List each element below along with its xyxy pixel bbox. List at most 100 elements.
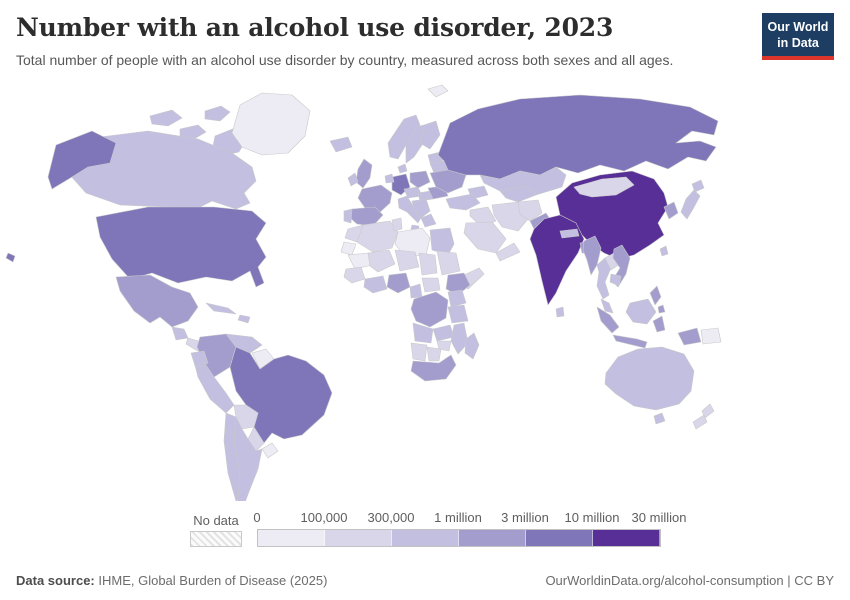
country-indonesia-java[interactable] <box>612 334 648 349</box>
legend-bin-1[interactable] <box>258 530 325 546</box>
country-central-african-republic[interactable] <box>421 277 441 293</box>
country-chad[interactable] <box>418 252 438 276</box>
country-russia[interactable] <box>437 94 719 180</box>
country-canada-arctic3[interactable] <box>204 105 231 122</box>
country-dr-congo[interactable] <box>410 291 449 328</box>
country-argentina[interactable] <box>233 416 263 501</box>
country-greece[interactable] <box>420 213 437 228</box>
country-algeria[interactable] <box>356 220 399 253</box>
country-myanmar[interactable] <box>582 235 602 276</box>
country-philippines-south[interactable] <box>657 304 666 314</box>
country-new-zealand-south[interactable] <box>692 414 708 430</box>
country-ireland[interactable] <box>347 172 359 187</box>
legend-bin-2[interactable] <box>325 530 392 546</box>
country-mongolia[interactable] <box>573 176 635 198</box>
country-tasmania[interactable] <box>653 412 666 425</box>
country-cameroon[interactable] <box>409 283 423 299</box>
country-usa-hawaii[interactable] <box>5 252 16 263</box>
country-madagascar[interactable] <box>464 332 480 360</box>
country-ethiopia[interactable] <box>445 272 471 296</box>
country-namibia[interactable] <box>410 342 428 362</box>
country-kazakhstan[interactable] <box>479 166 567 196</box>
country-balkans[interactable] <box>411 198 431 219</box>
country-korea[interactable] <box>663 201 679 220</box>
legend-tick-label: 30 million <box>631 510 687 525</box>
country-ghana-ivory-coast[interactable] <box>363 275 388 294</box>
country-egypt[interactable] <box>429 227 455 256</box>
legend-bin-6[interactable] <box>593 530 660 546</box>
country-canada-arctic1[interactable] <box>149 109 183 127</box>
country-borneo[interactable] <box>625 298 657 325</box>
data-source-text: IHME, Global Burden of Disease (2025) <box>94 573 328 588</box>
country-turkey[interactable] <box>445 193 481 211</box>
country-zambia[interactable] <box>432 324 455 342</box>
country-south-africa[interactable] <box>410 354 457 382</box>
legend-no-data-swatch[interactable] <box>190 531 242 547</box>
country-yemen-oman[interactable] <box>495 242 521 262</box>
legend-tick-label: 3 million <box>501 510 549 525</box>
country-benelux[interactable] <box>384 173 395 184</box>
country-tunisia[interactable] <box>391 217 403 232</box>
country-taiwan[interactable] <box>659 245 669 257</box>
legend-bin-3[interactable] <box>392 530 459 546</box>
country-nepal[interactable] <box>559 228 580 239</box>
country-nigeria[interactable] <box>386 272 411 294</box>
country-svalbard[interactable] <box>427 84 449 98</box>
country-tanzania[interactable] <box>447 304 469 324</box>
legend-no-data: No data <box>190 513 242 547</box>
country-uk[interactable] <box>355 158 373 189</box>
country-poland[interactable] <box>409 170 431 189</box>
legend-bar <box>257 529 661 547</box>
country-saudi-arabia[interactable] <box>463 221 507 254</box>
country-hispaniola[interactable] <box>237 314 251 324</box>
country-malaysia[interactable] <box>600 298 614 314</box>
country-australia[interactable] <box>604 346 695 411</box>
country-papua-new-guinea[interactable] <box>700 327 722 345</box>
country-finland[interactable] <box>419 120 441 150</box>
legend-bin-5[interactable] <box>526 530 593 546</box>
country-denmark[interactable] <box>397 163 408 174</box>
country-sri-lanka[interactable] <box>555 306 565 318</box>
country-mali[interactable] <box>367 249 396 273</box>
country-venezuela[interactable] <box>225 333 263 354</box>
country-portugal[interactable] <box>343 208 353 224</box>
country-france[interactable] <box>357 184 393 215</box>
legend-tick-label: 10 million <box>564 510 620 525</box>
legend-tick-label: 0 <box>253 510 261 525</box>
page-title: Number with an alcohol use disorder, 202… <box>16 13 614 42</box>
country-cuba[interactable] <box>205 302 237 315</box>
country-greenland[interactable] <box>231 92 311 156</box>
country-japan[interactable] <box>680 189 701 220</box>
owid-logo[interactable]: Our World in Data <box>762 13 834 61</box>
country-indonesia-sumatra[interactable] <box>596 306 620 334</box>
country-japan-hokkaido[interactable] <box>691 179 705 193</box>
country-indonesia-papua[interactable] <box>677 327 702 346</box>
country-mexico[interactable] <box>115 274 199 328</box>
country-canada-arctic2[interactable] <box>179 124 207 140</box>
country-sudan[interactable] <box>436 250 461 276</box>
country-uganda-kenya[interactable] <box>447 289 467 308</box>
country-afghanistan[interactable] <box>517 199 543 222</box>
country-zimbabwe[interactable] <box>436 340 452 352</box>
country-india[interactable] <box>529 214 585 306</box>
country-usa[interactable] <box>95 206 267 288</box>
legend-tick-label: 1 million <box>434 510 482 525</box>
country-uruguay[interactable] <box>261 442 279 459</box>
country-cambodia[interactable] <box>609 273 622 287</box>
owid-link[interactable]: OurWorldinData.org/alcohol-consumption <box>545 573 784 588</box>
country-usa-alaska[interactable] <box>47 130 117 190</box>
legend-scale: 0 100,000 300,000 1 million 3 million 10 mill… <box>253 510 686 547</box>
map-legend: No data 0 100,000 300,000 1 million 3 millio… <box>190 510 686 547</box>
legend-bin-4[interactable] <box>459 530 526 546</box>
country-indonesia-sulawesi[interactable] <box>652 315 666 333</box>
country-botswana[interactable] <box>426 346 442 362</box>
country-mozambique[interactable] <box>450 322 469 355</box>
country-guatemala[interactable] <box>171 326 189 341</box>
country-philippines[interactable] <box>649 285 662 306</box>
country-iceland[interactable] <box>329 136 353 153</box>
country-niger[interactable] <box>394 249 420 272</box>
country-western-sahara[interactable] <box>340 241 357 256</box>
country-angola[interactable] <box>412 322 434 344</box>
country-west-africa[interactable] <box>343 266 366 284</box>
chart-footer: Data source: IHME, Global Burden of Dise… <box>0 573 850 588</box>
